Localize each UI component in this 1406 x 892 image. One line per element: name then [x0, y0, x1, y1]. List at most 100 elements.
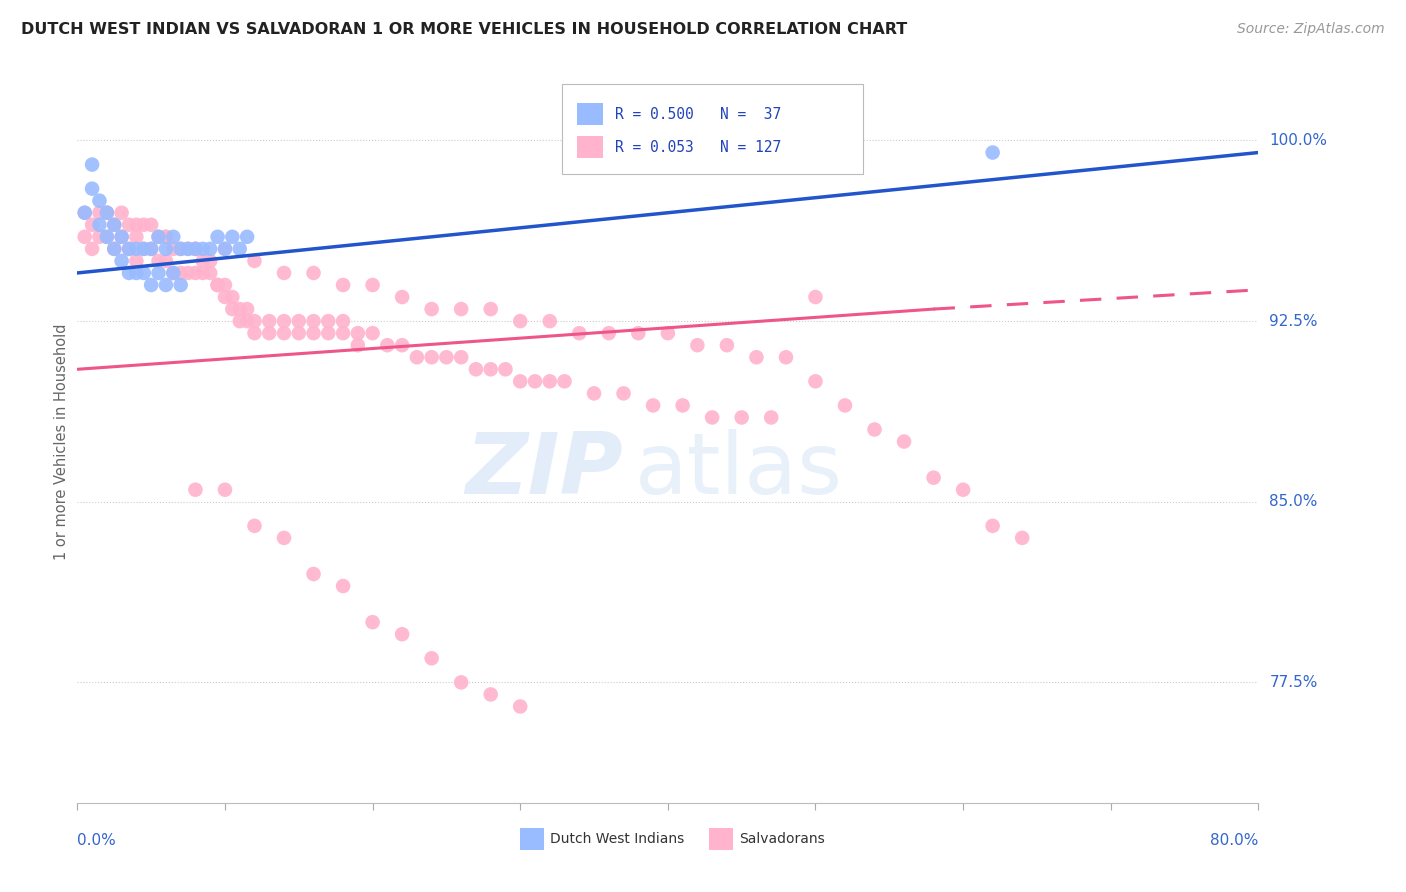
Point: [583, 386, 606, 401]
Point: [509, 374, 531, 388]
Point: [745, 350, 768, 364]
Point: [82, 218, 104, 232]
Point: [141, 218, 163, 232]
Point: [346, 338, 368, 352]
Point: [111, 230, 132, 244]
Point: [893, 434, 915, 449]
Point: [155, 230, 177, 244]
Point: [538, 314, 561, 328]
Point: [228, 314, 252, 328]
FancyBboxPatch shape: [561, 84, 863, 174]
Text: 80.0%: 80.0%: [1211, 833, 1258, 848]
Point: [1011, 531, 1033, 545]
Point: [952, 483, 974, 497]
Point: [613, 386, 636, 401]
Point: [598, 326, 620, 340]
Point: [214, 242, 236, 256]
Point: [155, 278, 177, 293]
Point: [155, 230, 177, 244]
Point: [332, 314, 354, 328]
Point: [118, 266, 141, 280]
Text: 85.0%: 85.0%: [1270, 494, 1317, 509]
Point: [361, 278, 384, 293]
Point: [191, 266, 214, 280]
Point: [436, 350, 458, 364]
Point: [643, 398, 665, 412]
Point: [672, 398, 695, 412]
Point: [103, 242, 125, 256]
Point: [236, 230, 259, 244]
Point: [686, 338, 709, 352]
Point: [170, 242, 193, 256]
Point: [302, 326, 325, 340]
Point: [302, 266, 325, 280]
Point: [155, 242, 177, 256]
Point: [200, 242, 222, 256]
Point: [243, 326, 266, 340]
Point: [103, 218, 125, 232]
Point: [162, 266, 184, 280]
Point: [200, 253, 222, 268]
Point: [191, 242, 214, 256]
Point: [221, 230, 243, 244]
Point: [184, 242, 207, 256]
Point: [111, 230, 132, 244]
Point: [346, 326, 368, 340]
Point: [863, 423, 886, 437]
Point: [214, 278, 236, 293]
Point: [479, 301, 502, 316]
Point: [148, 253, 170, 268]
Point: [170, 278, 193, 293]
Point: [716, 338, 738, 352]
Point: [155, 253, 177, 268]
Point: [184, 242, 207, 256]
Point: [775, 350, 797, 364]
Point: [184, 266, 207, 280]
Point: [243, 518, 266, 533]
Point: [118, 242, 141, 256]
Point: [479, 362, 502, 376]
Point: [96, 205, 118, 219]
Point: [450, 675, 472, 690]
Text: 92.5%: 92.5%: [1270, 314, 1317, 328]
Point: [288, 314, 311, 328]
Point: [177, 266, 200, 280]
Point: [361, 326, 384, 340]
Point: [82, 181, 104, 195]
Point: [981, 518, 1004, 533]
Point: [89, 194, 111, 208]
Point: [420, 350, 443, 364]
Point: [132, 266, 155, 280]
Point: [538, 374, 561, 388]
Point: [391, 290, 413, 304]
Point: [177, 242, 200, 256]
Point: [82, 157, 104, 171]
Point: [141, 242, 163, 256]
Point: [170, 242, 193, 256]
Point: [420, 651, 443, 665]
Point: [236, 301, 259, 316]
Point: [391, 338, 413, 352]
Point: [125, 253, 148, 268]
Point: [170, 266, 193, 280]
Point: [259, 326, 281, 340]
Point: [804, 290, 827, 304]
Point: [450, 350, 472, 364]
Point: [89, 218, 111, 232]
Point: [184, 242, 207, 256]
Point: [118, 242, 141, 256]
Point: [148, 230, 170, 244]
Point: [132, 218, 155, 232]
Point: [177, 242, 200, 256]
Point: [207, 278, 229, 293]
Point: [191, 253, 214, 268]
Point: [273, 266, 295, 280]
Text: R = 0.053   N = 127: R = 0.053 N = 127: [614, 140, 780, 155]
Point: [118, 218, 141, 232]
Bar: [709, 828, 733, 850]
Point: [207, 230, 229, 244]
Text: DUTCH WEST INDIAN VS SALVADORAN 1 OR MORE VEHICLES IN HOUSEHOLD CORRELATION CHAR: DUTCH WEST INDIAN VS SALVADORAN 1 OR MOR…: [21, 22, 907, 37]
Text: Source: ZipAtlas.com: Source: ZipAtlas.com: [1237, 22, 1385, 37]
Point: [73, 230, 96, 244]
Point: [450, 301, 472, 316]
